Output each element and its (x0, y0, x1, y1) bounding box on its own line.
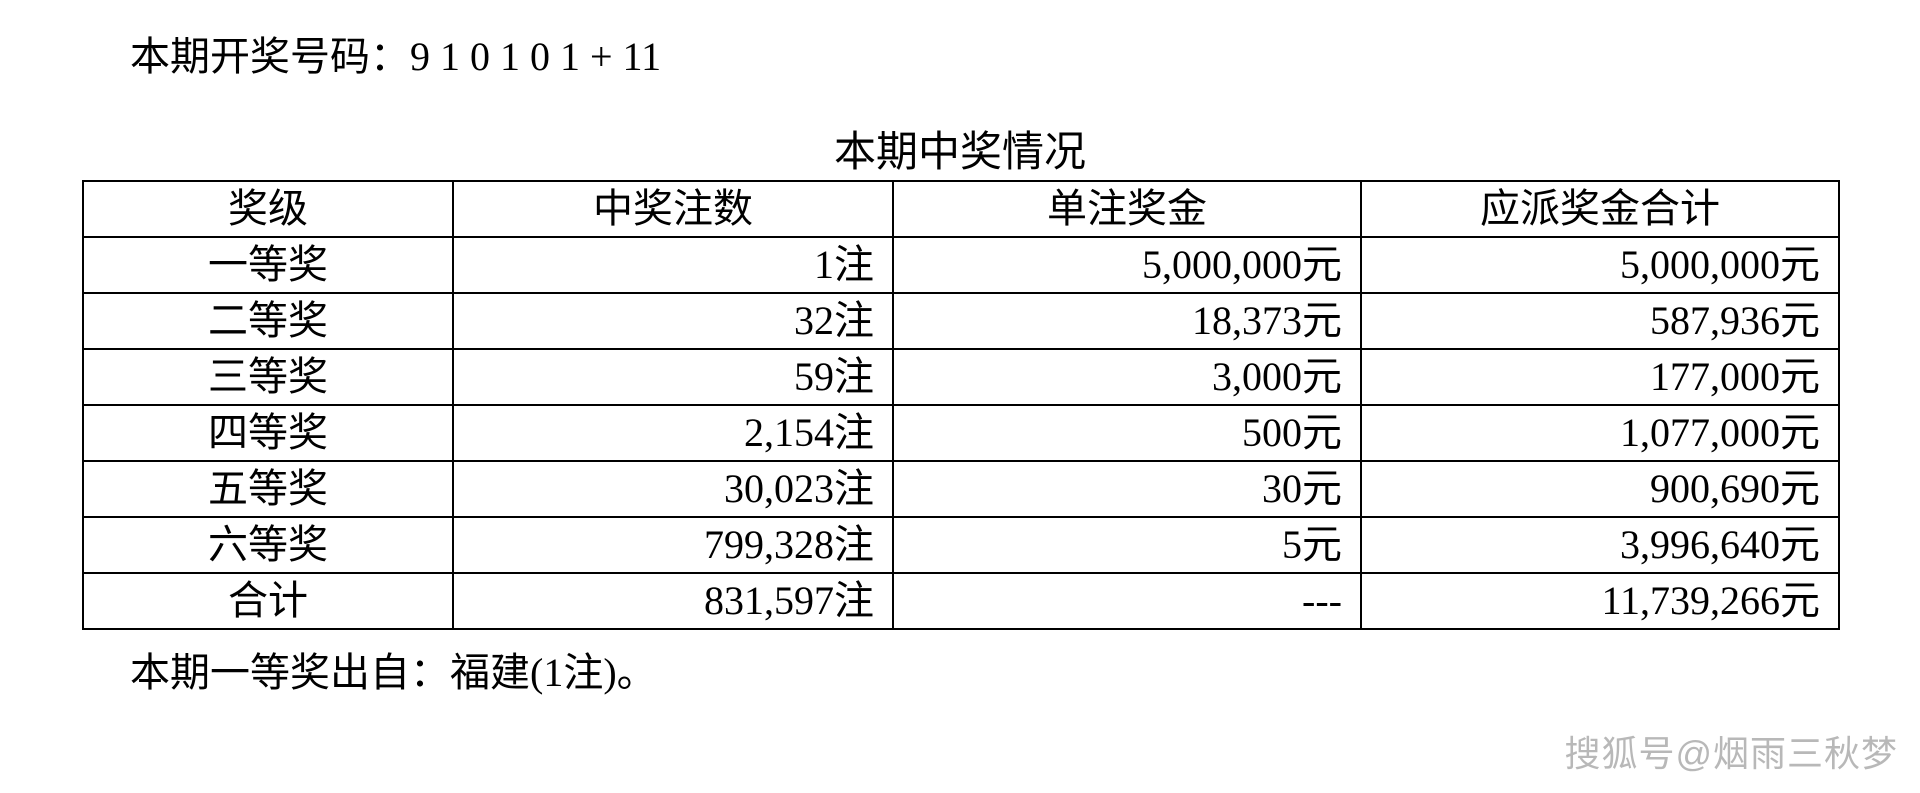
table-title: 本期中奖情况 (0, 118, 1920, 179)
cell-per: 5,000,000元 (893, 237, 1361, 293)
cell-level: 二等奖 (83, 293, 453, 349)
cell-total: 5,000,000元 (1361, 237, 1839, 293)
col-total: 应派奖金合计 (1361, 181, 1839, 237)
table-row: 五等奖 30,023注 30元 900,690元 (83, 461, 1839, 517)
cell-level: 五等奖 (83, 461, 453, 517)
cell-per: 30元 (893, 461, 1361, 517)
cell-total: 587,936元 (1361, 293, 1839, 349)
cell-level: 合计 (83, 573, 453, 629)
draw-numbers-line: 本期开奖号码：9 1 0 1 0 1 + 11 (130, 24, 661, 82)
cell-count: 32注 (453, 293, 893, 349)
cell-per: 500元 (893, 405, 1361, 461)
cell-total: 3,996,640元 (1361, 517, 1839, 573)
cell-total: 177,000元 (1361, 349, 1839, 405)
cell-count: 30,023注 (453, 461, 893, 517)
table-header-row: 奖级 中奖注数 单注奖金 应派奖金合计 (83, 181, 1839, 237)
table-row: 二等奖 32注 18,373元 587,936元 (83, 293, 1839, 349)
cell-per: 5元 (893, 517, 1361, 573)
cell-per: --- (893, 573, 1361, 629)
col-per: 单注奖金 (893, 181, 1361, 237)
cell-level: 四等奖 (83, 405, 453, 461)
cell-per: 18,373元 (893, 293, 1361, 349)
cell-count: 831,597注 (453, 573, 893, 629)
prize-table: 奖级 中奖注数 单注奖金 应派奖金合计 一等奖 1注 5,000,000元 5,… (82, 180, 1840, 630)
col-count: 中奖注数 (453, 181, 893, 237)
watermark-text: 搜狐号@烟雨三秋梦 (1564, 725, 1898, 777)
table-row: 三等奖 59注 3,000元 177,000元 (83, 349, 1839, 405)
table-row: 四等奖 2,154注 500元 1,077,000元 (83, 405, 1839, 461)
table-row: 六等奖 799,328注 5元 3,996,640元 (83, 517, 1839, 573)
table-row: 一等奖 1注 5,000,000元 5,000,000元 (83, 237, 1839, 293)
col-level: 奖级 (83, 181, 453, 237)
first-prize-origin: 本期一等奖出自：福建(1注)。 (130, 640, 657, 698)
cell-total: 11,739,266元 (1361, 573, 1839, 629)
cell-total: 1,077,000元 (1361, 405, 1839, 461)
cell-per: 3,000元 (893, 349, 1361, 405)
cell-level: 一等奖 (83, 237, 453, 293)
cell-level: 三等奖 (83, 349, 453, 405)
cell-count: 2,154注 (453, 405, 893, 461)
cell-count: 59注 (453, 349, 893, 405)
cell-total: 900,690元 (1361, 461, 1839, 517)
table-row-total: 合计 831,597注 --- 11,739,266元 (83, 573, 1839, 629)
cell-level: 六等奖 (83, 517, 453, 573)
cell-count: 799,328注 (453, 517, 893, 573)
cell-count: 1注 (453, 237, 893, 293)
